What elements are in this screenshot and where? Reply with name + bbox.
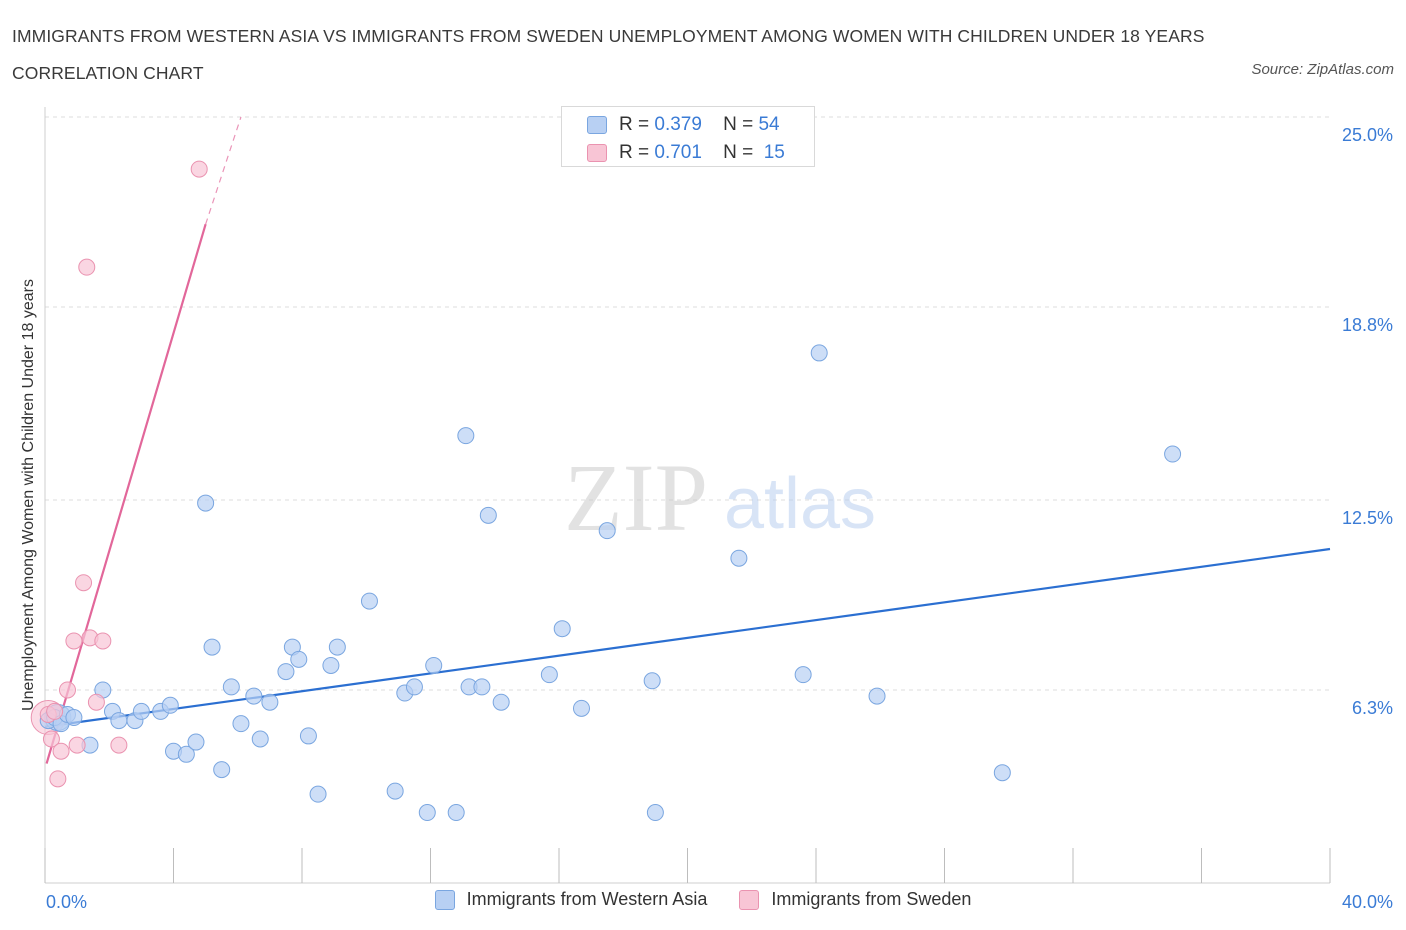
legend-label-western-asia: Immigrants from Western Asia: [466, 889, 708, 909]
data-point-western-asia: [277, 663, 295, 681]
data-point-sweden: [49, 770, 67, 788]
data-point-sweden: [65, 632, 83, 650]
data-point-western-asia: [65, 709, 83, 727]
data-point-western-asia: [328, 638, 346, 656]
legend-n-label: N =: [723, 142, 754, 163]
legend-swatch-pink: [739, 889, 760, 910]
y-tick-label: 18.8%: [1342, 315, 1393, 335]
data-point-western-asia: [360, 592, 378, 610]
data-point-western-asia: [161, 696, 179, 714]
legend-r-label: R =: [619, 114, 650, 135]
data-point-western-asia: [479, 506, 497, 524]
legend-n-value: 54: [758, 114, 780, 135]
data-point-sweden: [46, 702, 64, 720]
y-tick-label: 25.0%: [1342, 125, 1393, 145]
legend-item-western-asia: Immigrants from Western Asia: [434, 889, 708, 910]
data-point-western-asia: [251, 730, 269, 748]
data-point-sweden: [94, 632, 112, 650]
data-point-western-asia: [540, 666, 558, 684]
trendline-sweden: [45, 223, 207, 764]
data-point-western-asia: [868, 687, 886, 705]
data-point-western-asia: [457, 427, 475, 445]
data-point-western-asia: [418, 804, 436, 822]
data-point-sweden: [78, 258, 96, 276]
data-point-western-asia: [222, 678, 240, 696]
data-point-western-asia: [473, 678, 491, 696]
x-tick-label: 40.0%: [1342, 892, 1393, 912]
legend-swatch-pink: [587, 144, 607, 162]
trend-lines: [44, 116, 1331, 764]
data-point-western-asia: [110, 712, 128, 730]
data-points: [30, 160, 1182, 822]
trendline-sweden-extension: [205, 116, 242, 225]
data-point-western-asia: [646, 804, 664, 822]
data-point-western-asia: [197, 494, 215, 512]
data-point-western-asia: [386, 782, 404, 800]
legend-r-label: R =: [619, 142, 650, 163]
legend-item-sweden: Immigrants from Sweden: [739, 889, 971, 910]
data-point-sweden: [190, 160, 208, 178]
legend-r-value: 0.701: [654, 142, 702, 163]
legend-swatch-blue: [434, 889, 455, 910]
data-point-western-asia: [1164, 445, 1182, 463]
data-point-western-asia: [730, 549, 748, 567]
data-point-western-asia: [425, 656, 443, 674]
data-point-western-asia: [598, 522, 616, 540]
series-legend: Immigrants from Western Asia Immigrants …: [0, 889, 1406, 910]
correlation-legend: R = 0.379 N = 54 R = 0.701 N = 15: [561, 106, 815, 167]
legend-r-value: 0.379: [654, 114, 702, 135]
data-point-western-asia: [794, 666, 812, 684]
watermark: ZIP atlas: [564, 444, 876, 551]
data-point-western-asia: [203, 638, 221, 656]
data-point-sweden: [42, 730, 60, 748]
data-point-western-asia: [261, 693, 279, 711]
data-point-sweden: [58, 681, 76, 699]
axes: [44, 107, 1331, 884]
trendline-western-asia: [44, 547, 1331, 728]
grid-lines: [45, 116, 1330, 691]
data-point-sweden: [110, 736, 128, 754]
x-tick-label: 0.0%: [46, 892, 87, 912]
watermark-zip: ZIP: [564, 444, 708, 551]
data-point-sweden: [87, 693, 105, 711]
legend-swatch-blue: [587, 116, 607, 134]
data-point-western-asia: [290, 650, 308, 668]
data-point-western-asia: [553, 620, 571, 638]
chart-title: IMMIGRANTS FROM WESTERN ASIA VS IMMIGRAN…: [12, 26, 1205, 83]
data-point-western-asia: [232, 715, 250, 733]
data-point-western-asia: [187, 733, 205, 751]
data-point-western-asia: [810, 344, 828, 362]
data-point-western-asia: [492, 693, 510, 711]
data-point-western-asia: [132, 702, 150, 720]
data-point-western-asia: [643, 672, 661, 690]
legend-n-label: N =: [723, 114, 754, 135]
data-point-western-asia: [405, 678, 423, 696]
data-point-western-asia: [245, 687, 263, 705]
data-point-western-asia: [322, 656, 340, 674]
y-axis-label: Unemployment Among Women with Children U…: [20, 279, 37, 711]
data-point-western-asia: [299, 727, 317, 745]
watermark-atlas: atlas: [724, 464, 876, 544]
legend-row-sweden: R = 0.701 N = 15: [587, 141, 785, 165]
y-tick-label: 6.3%: [1352, 698, 1393, 718]
data-point-western-asia: [177, 745, 195, 763]
tick-labels: 6.3% 12.5% 18.8% 25.0% 0.0% 40.0%: [46, 125, 1393, 912]
data-point-western-asia: [572, 699, 590, 717]
data-point-western-asia: [213, 761, 231, 779]
data-point-sweden: [75, 574, 93, 592]
data-point-western-asia: [309, 785, 327, 803]
data-point-sweden: [68, 736, 86, 754]
source-label: Source: ZipAtlas.com: [1251, 61, 1394, 78]
data-point-western-asia: [447, 804, 465, 822]
legend-row-western-asia: R = 0.379 N = 54: [587, 113, 780, 137]
y-tick-label: 12.5%: [1342, 508, 1393, 528]
data-point-sweden: [52, 742, 70, 760]
legend-n-value: 15: [763, 142, 785, 163]
data-point-western-asia: [993, 764, 1011, 782]
legend-label-sweden: Immigrants from Sweden: [771, 889, 972, 909]
